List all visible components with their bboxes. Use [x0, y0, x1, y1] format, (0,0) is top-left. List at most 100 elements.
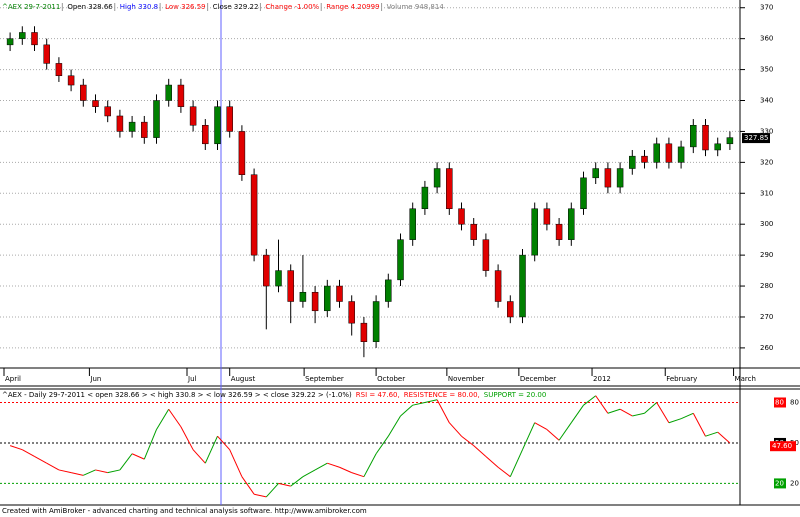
- candle-body: [433, 168, 441, 188]
- rsi-segment: [473, 445, 487, 457]
- candle-body: [714, 143, 721, 151]
- candle-body: [202, 124, 209, 145]
- candle-body: [177, 84, 185, 107]
- candle-body: [299, 291, 307, 302]
- candle-body: [80, 84, 87, 101]
- rsi-segment: [34, 456, 47, 464]
- rsi-segment: [717, 431, 731, 444]
- last-price-box: [742, 133, 770, 144]
- rsi-segment: [131, 453, 145, 460]
- candle-body: [446, 168, 453, 209]
- candle-body: [67, 75, 75, 86]
- rsi-segment: [217, 435, 231, 451]
- candle-body: [214, 106, 221, 145]
- x-tick-label: November: [448, 375, 485, 383]
- candle-body: [482, 239, 490, 271]
- level-box: [774, 397, 786, 408]
- candle-body: [604, 168, 612, 188]
- candle-body: [568, 208, 575, 240]
- candle-body: [653, 143, 660, 163]
- rsi-segment: [229, 449, 243, 477]
- header-field: Range 4.20999: [326, 3, 379, 11]
- header-field: ^AEX 29-7-2011: [2, 3, 60, 11]
- candle-body: [458, 208, 465, 225]
- level-label: 20: [775, 479, 784, 487]
- header-field: Open 328.66: [67, 3, 113, 11]
- rsi-segment: [387, 415, 401, 437]
- y-tick-label: 290: [760, 251, 773, 259]
- candle-body: [665, 143, 673, 163]
- y-tick-label: 20: [790, 479, 799, 487]
- last-price-label: 327.85: [744, 134, 769, 142]
- rsi-segment: [595, 395, 609, 414]
- candle-body: [275, 270, 282, 287]
- candle-body: [116, 115, 124, 132]
- candle-body: [238, 131, 246, 175]
- rsi-segment: [107, 469, 121, 474]
- rsi-segment: [632, 412, 645, 417]
- rsi-segment: [168, 408, 182, 428]
- rsi-segment: [509, 449, 523, 477]
- candle-body: [263, 254, 270, 287]
- y-tick-label: 280: [760, 282, 773, 290]
- rsi-segment: [70, 472, 84, 476]
- rsi-segment: [375, 435, 389, 455]
- candle-body: [580, 177, 587, 209]
- x-tick-label: April: [5, 375, 21, 383]
- candle-body: [226, 106, 233, 132]
- header-field: Change -1.00%: [265, 3, 319, 11]
- candle-body: [324, 285, 331, 312]
- x-tick-label: August: [231, 375, 256, 383]
- candle-body: [494, 270, 502, 302]
- candle-body: [336, 285, 343, 302]
- rsi-segment: [46, 462, 60, 471]
- rsi-segment: [265, 483, 279, 498]
- candle-body: [629, 155, 636, 169]
- rsi-title: RESISTENCE = 80.00,: [404, 391, 480, 399]
- candle-body: [397, 239, 404, 281]
- rsi-segment: [339, 466, 352, 474]
- candle-body: [128, 121, 136, 132]
- rsi-segment: [290, 476, 304, 487]
- rsi-segment: [302, 469, 316, 478]
- x-tick-label: Jul: [187, 375, 197, 383]
- rsi-segment: [656, 402, 670, 423]
- rsi-title: SUPPORT = 20.00: [484, 391, 547, 399]
- rsi-segment: [412, 402, 426, 406]
- candle-body: [690, 124, 697, 148]
- candle-body: [531, 208, 538, 256]
- rsi-segment: [351, 472, 365, 478]
- x-tick-label: Jun: [89, 375, 101, 383]
- y-tick-label: 320: [760, 158, 773, 166]
- rsi-segment: [192, 449, 206, 464]
- x-tick-label: February: [666, 375, 697, 383]
- rsi-segment: [180, 426, 194, 450]
- candle-body: [287, 270, 294, 302]
- level-label: 80: [775, 398, 784, 406]
- rsi-segment: [558, 422, 572, 441]
- rsi-segment: [436, 399, 450, 423]
- rsi-title: RSI = 47.60,: [356, 391, 400, 399]
- candle-body: [360, 322, 368, 342]
- candle-body: [43, 44, 50, 64]
- rsi-segment: [253, 493, 267, 498]
- candle-body: [543, 208, 551, 225]
- candle-body: [141, 121, 148, 138]
- candle-body: [165, 84, 172, 101]
- candle-body: [348, 301, 355, 324]
- rsi-segment: [143, 429, 157, 460]
- rsi-segment: [461, 435, 475, 447]
- rsi-segment: [9, 445, 23, 451]
- candle-body: [592, 168, 599, 179]
- candle-body: [6, 38, 14, 46]
- rsi-segment: [204, 436, 218, 464]
- x-tick-label: March: [735, 375, 756, 383]
- y-tick-label: 340: [760, 97, 773, 105]
- candle-body: [250, 174, 258, 256]
- candle-body: [19, 32, 26, 39]
- candle-body: [311, 291, 319, 312]
- candle-body: [372, 301, 380, 342]
- y-tick-label: 350: [760, 66, 773, 74]
- rsi-segment: [424, 399, 438, 403]
- y-tick-label: 370: [760, 4, 773, 12]
